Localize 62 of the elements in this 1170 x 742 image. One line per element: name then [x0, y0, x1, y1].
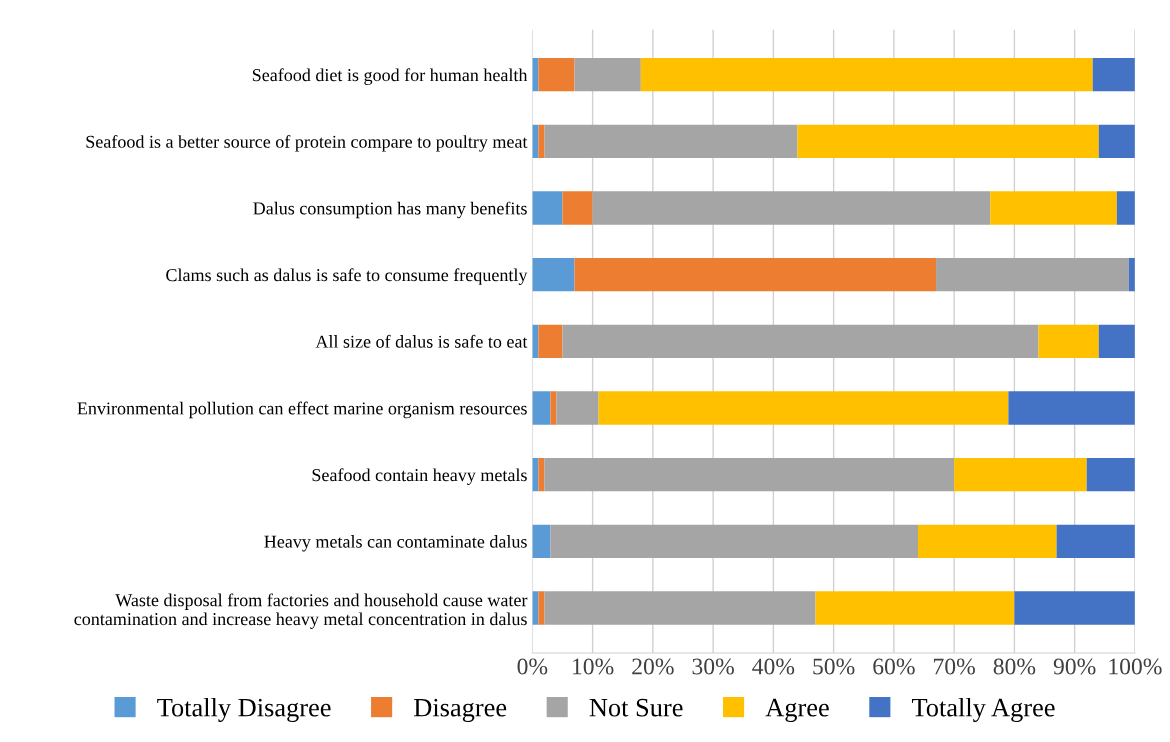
x-tick-label: 90% — [1053, 658, 1096, 675]
bar — [562, 324, 1039, 358]
legend-label: Totally Disagree — [157, 697, 331, 722]
x-tick-label: 60% — [873, 658, 915, 675]
bar — [532, 524, 551, 558]
x-tick-label: 0% — [517, 658, 548, 675]
bar — [538, 324, 563, 358]
bar — [936, 257, 1129, 292]
bar — [815, 591, 1015, 625]
x-tick-label: 100% — [1109, 658, 1162, 675]
bar — [538, 591, 545, 625]
y-tick-label: Waste disposal from factories and household cause water contamination and increase heavy metal concentration in dalus — [74, 593, 528, 629]
bar — [538, 58, 575, 92]
bar — [1038, 324, 1099, 358]
x-tick-label: 30% — [692, 658, 734, 675]
y-tick-label: Seafood diet is good for human health — [252, 68, 528, 85]
bar — [1098, 124, 1135, 158]
bar — [1098, 324, 1135, 358]
bar — [538, 457, 545, 492]
bar — [544, 591, 816, 625]
bar — [574, 58, 641, 92]
bar — [544, 124, 798, 158]
bar — [990, 191, 1117, 225]
y-tick-label: Dalus consumption has many benefits — [253, 201, 527, 219]
bar — [556, 391, 599, 425]
x-tick-label: 70% — [934, 658, 975, 675]
x-tick-label: 10% — [573, 658, 614, 675]
bar — [574, 257, 937, 292]
bar — [1056, 524, 1135, 558]
x-tick-label: 50% — [813, 658, 855, 675]
legend-label: Agree — [765, 698, 829, 722]
bar — [562, 191, 593, 225]
bar — [598, 391, 1009, 425]
bar — [954, 457, 1087, 492]
bar — [640, 58, 1093, 92]
y-tick-label: Environmental pollution can effect marine organism resources — [77, 401, 527, 419]
y-tick-label: Clams such as dalus is safe to consume frequently — [166, 268, 528, 285]
x-tick-label: 20% — [632, 658, 674, 675]
bar — [1116, 191, 1135, 225]
bar — [1092, 58, 1135, 92]
bar — [532, 191, 563, 225]
legend-label: Disagree — [414, 698, 507, 722]
legend-label: Not Sure — [589, 698, 683, 717]
bar — [550, 391, 557, 425]
bar — [797, 124, 1099, 158]
bar — [1014, 591, 1135, 625]
bar — [544, 457, 955, 492]
y-tick-label: Seafood contain heavy metals — [312, 468, 527, 485]
x-tick-label: 80% — [993, 658, 1036, 675]
bar — [538, 124, 545, 158]
bar — [1008, 391, 1135, 425]
bar — [532, 257, 575, 292]
bar — [550, 524, 918, 558]
bar — [592, 191, 991, 225]
bar — [917, 524, 1057, 558]
y-tick-label: Heavy metals can contaminate dalus — [264, 535, 527, 552]
bar — [1086, 457, 1135, 492]
y-tick-label: Seafood is a better source of protein compare to poultry meat — [86, 134, 528, 152]
bar — [532, 391, 551, 425]
legend-label: Totally Agree — [911, 697, 1055, 722]
y-tick-label: All size of dalus is safe to eat — [315, 334, 528, 348]
x-tick-label: 40% — [752, 658, 795, 675]
